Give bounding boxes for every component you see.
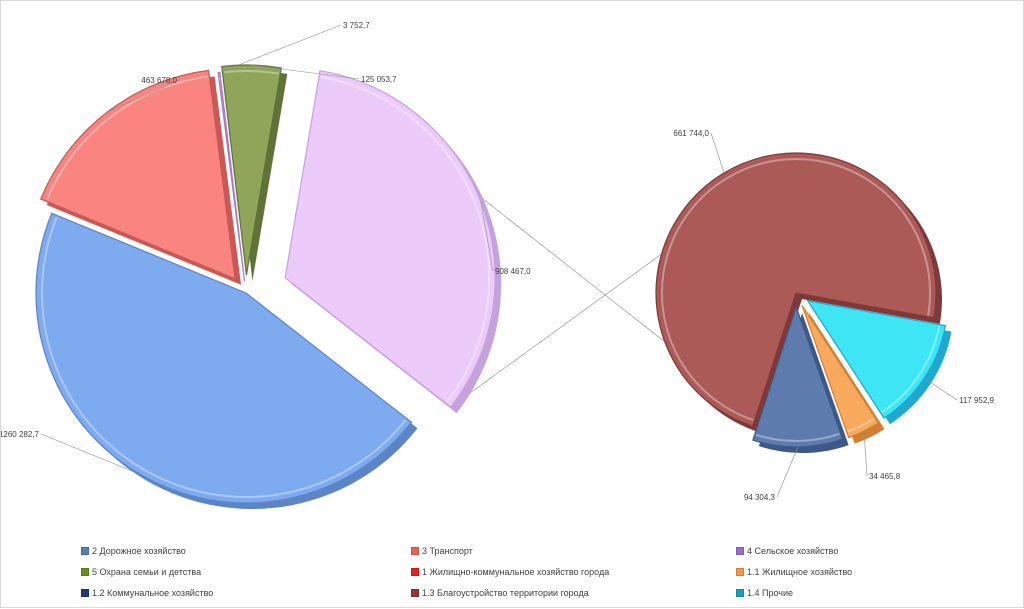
legend-item: 3 Транспорт: [411, 546, 473, 556]
chart-legend: 2 Дорожное хозяйство 3 Транспорт 4 Сельско…: [81, 546, 981, 608]
legend-item: 1.3 Благоустройство территории города: [411, 588, 589, 598]
legend-label: 5 Охрана семьи и детства: [92, 567, 201, 577]
sec-label-0: 661 744,0: [673, 129, 709, 138]
legend-swatch: [736, 589, 744, 597]
main-label-2: 3 752,7: [343, 21, 370, 30]
legend-item: 1 Жилищно-коммунальное хозяйство города: [411, 567, 609, 577]
legend-label: 2 Дорожное хозяйство: [92, 546, 186, 556]
legend-item: 2 Дорожное хозяйство: [81, 546, 186, 556]
main-label-3: 125 053,7: [361, 75, 397, 84]
legend-item: 1.2 Коммунальное хозяйство: [81, 588, 213, 598]
legend-swatch: [736, 568, 744, 576]
legend-swatch: [411, 547, 419, 555]
legend-label: 3 Транспорт: [422, 546, 473, 556]
sec-label-1: 117 952,9: [959, 396, 995, 405]
main-label-0: 1260 282,7: [1, 430, 40, 439]
main-pie: [36, 65, 501, 509]
sec-label-1-leader: [924, 378, 957, 400]
legend-label: 1.4 Прочие: [747, 588, 793, 598]
sec-label-3: 94 304,3: [744, 493, 776, 502]
secondary-pie: [656, 153, 951, 453]
legend-item: 5 Охрана семьи и детства: [81, 567, 201, 577]
legend-label: 1.3 Благоустройство территории города: [422, 588, 589, 598]
legend-label: 1.1 Жилищное хозяйство: [747, 567, 852, 577]
legend-item: 1.1 Жилищное хозяйство: [736, 567, 852, 577]
legend-swatch: [81, 547, 89, 555]
legend-swatch: [81, 568, 89, 576]
sec-label-0-leader: [711, 133, 724, 173]
legend-label: 1 Жилищно-коммунальное хозяйство города: [422, 567, 609, 577]
legend-swatch: [411, 589, 419, 597]
legend-swatch: [81, 589, 89, 597]
main-label-2-leader: [219, 25, 341, 73]
legend-swatch: [411, 568, 419, 576]
main-label-1: 463 678,0: [141, 76, 177, 85]
sec-label-2: 34 465,8: [869, 472, 901, 481]
sec-label-3-leader: [777, 447, 798, 497]
legend-item: 1.4 Прочие: [736, 588, 793, 598]
main-label-4: 908 467,0: [495, 267, 531, 276]
legend-label: 1.2 Коммунальное хозяйство: [92, 588, 213, 598]
legend-label: 4 Сельское хозяйство: [747, 546, 838, 556]
legend-swatch: [736, 547, 744, 555]
legend-item: 4 Сельское хозяйство: [736, 546, 838, 556]
